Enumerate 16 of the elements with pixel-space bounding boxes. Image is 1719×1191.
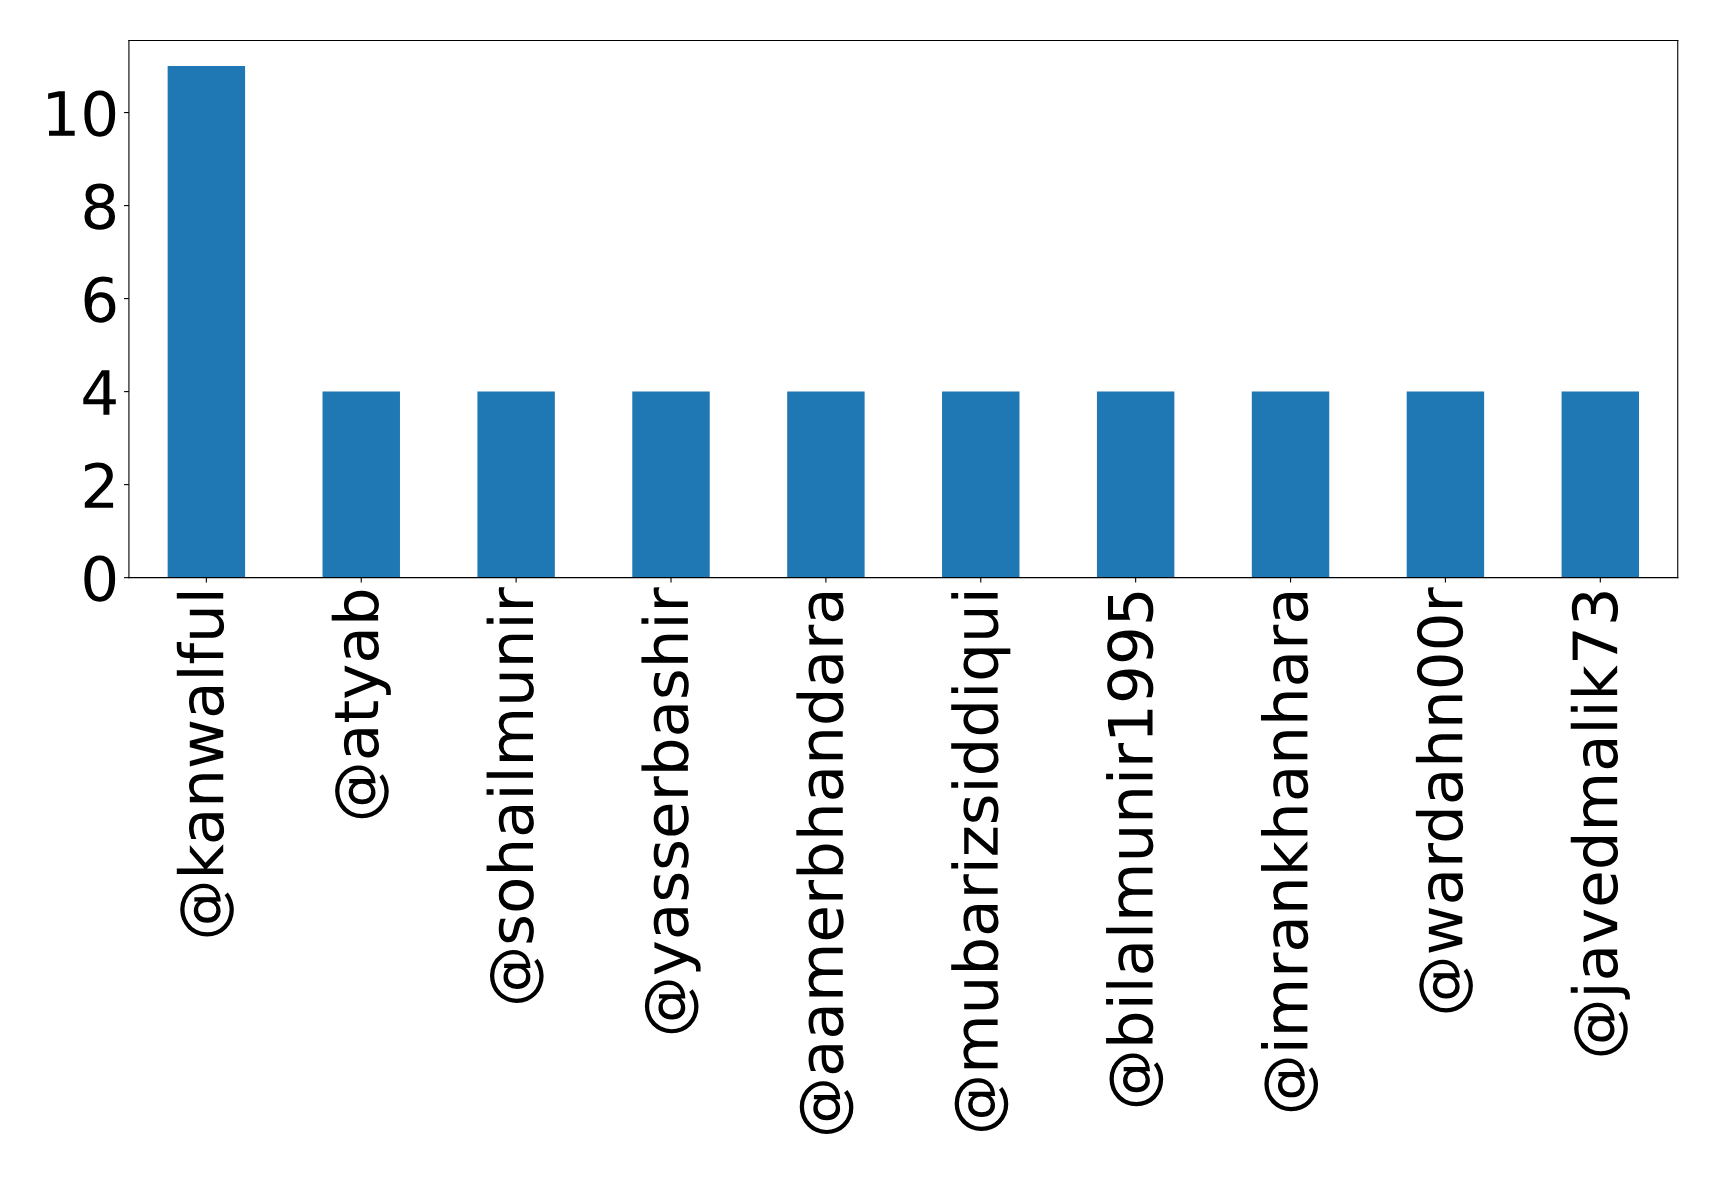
y-tick-label: 6 bbox=[84, 276, 116, 323]
y-tick-label: 8 bbox=[84, 183, 116, 230]
x-tick-label: @yasserbashir bbox=[641, 587, 701, 1034]
x-tick-label: @bilalmunir1995 bbox=[1106, 592, 1164, 1107]
x-tick-label: @kanwalful bbox=[176, 593, 234, 937]
x-tick-label: @wardahn00r bbox=[1415, 587, 1473, 1013]
y-tick-label: 2 bbox=[84, 462, 114, 508]
y-tick-label: 4 bbox=[83, 370, 116, 415]
x-tick-label: @aamerbhandara bbox=[796, 592, 854, 1135]
x-tick-label: @atyab bbox=[331, 590, 391, 819]
x-tick-label: @sohailmunir bbox=[486, 587, 544, 1003]
x-tick-label: @mubarizsiddiqui bbox=[951, 593, 1011, 1131]
x-tick-label: @javedmalik73 bbox=[1570, 592, 1630, 1056]
x-tick-label: @imrankhanhara bbox=[1260, 592, 1319, 1112]
y-tick-label: 10 bbox=[48, 90, 116, 137]
y-tick-label: 0 bbox=[84, 555, 116, 602]
